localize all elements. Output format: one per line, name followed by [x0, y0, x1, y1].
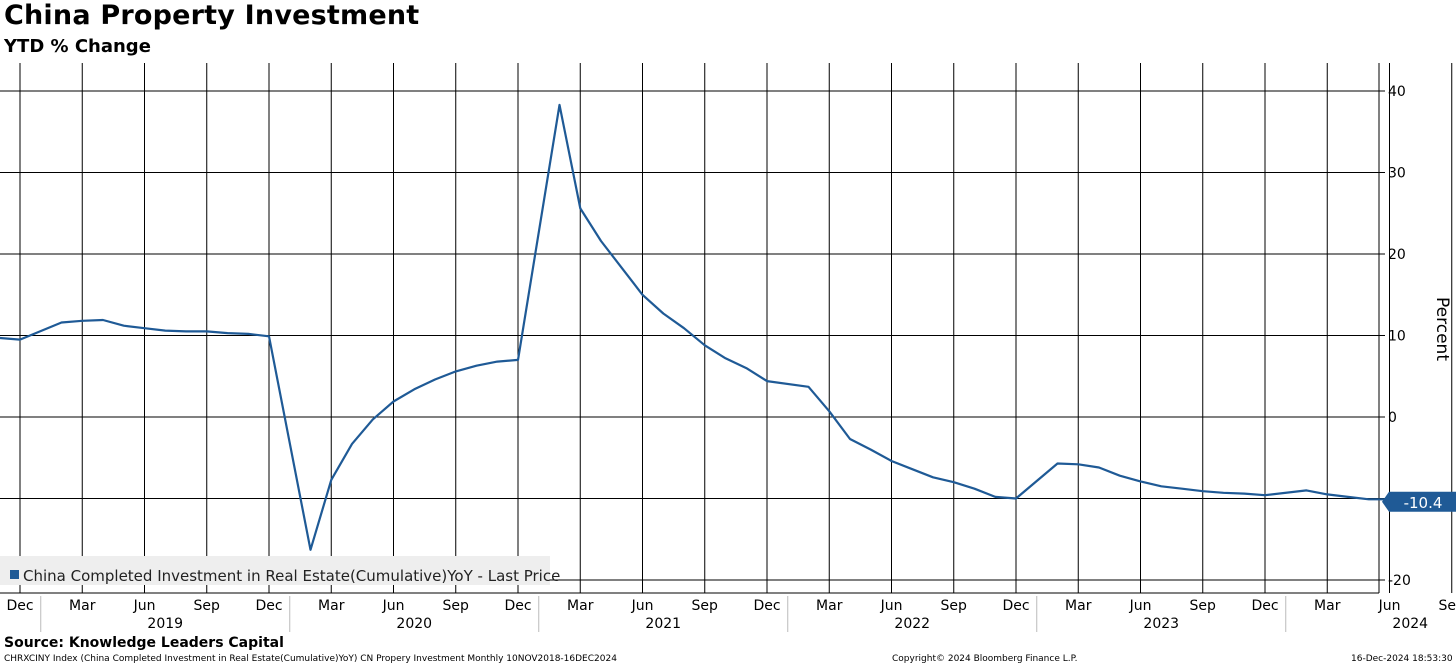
- chart-subtitle: YTD % Change: [4, 36, 151, 57]
- year-label: 2023: [1143, 616, 1179, 632]
- last-price-label: -10.4: [1404, 494, 1443, 512]
- x-tick-label: Sep: [1439, 598, 1456, 614]
- year-label: 2022: [894, 616, 930, 632]
- y-tick-label: 0: [1388, 410, 1397, 426]
- x-tick-label: Mar: [567, 598, 594, 614]
- x-tick-label: Jun: [631, 598, 654, 614]
- x-tick-label: Sep: [1190, 598, 1217, 614]
- x-tick-label: Dec: [255, 598, 282, 614]
- x-tick-label: Jun: [880, 598, 903, 614]
- y-tick-label: 10: [1388, 329, 1406, 345]
- x-tick-label: Jun: [133, 598, 156, 614]
- y-tick-label: 20: [1388, 247, 1406, 263]
- x-tick-label: Jun: [382, 598, 405, 614]
- series-line: [0, 103, 1456, 551]
- x-tick-label: Dec: [504, 598, 531, 614]
- x-tick-label: Mar: [318, 598, 345, 614]
- x-tick-label: Sep: [194, 598, 221, 614]
- x-tick-label: Jun: [1129, 598, 1152, 614]
- y-axis-label: Percent: [1432, 297, 1452, 361]
- timestamp: 16-Dec-2024 18:53:30: [1351, 654, 1453, 664]
- legend-box: [0, 556, 550, 585]
- x-tick-label: Sep: [941, 598, 968, 614]
- y-tick-label: 40: [1388, 84, 1406, 100]
- x-tick-label: Mar: [1314, 598, 1341, 614]
- year-label: 2024: [1392, 616, 1428, 632]
- y-tick-label: -20: [1388, 573, 1411, 589]
- x-tick-label: Dec: [1251, 598, 1278, 614]
- legend-swatch: [10, 570, 19, 579]
- year-label: 2019: [147, 616, 183, 632]
- year-label: 2020: [396, 616, 432, 632]
- last-price-badge: [1382, 491, 1456, 512]
- source-note: Source: Knowledge Leaders Capital: [4, 635, 284, 651]
- x-tick-label: Dec: [753, 598, 780, 614]
- x-tick-label: Dec: [1002, 598, 1029, 614]
- chart-title: China Property Investment: [4, 0, 420, 31]
- ticker-description: CHRXCINY Index (China Completed Investme…: [4, 654, 617, 664]
- y-tick-label: 30: [1388, 166, 1406, 182]
- x-tick-label: Dec: [6, 598, 33, 614]
- x-tick-label: Mar: [69, 598, 96, 614]
- x-tick-label: Mar: [1065, 598, 1092, 614]
- x-tick-label: Jun: [1378, 598, 1401, 614]
- x-tick-label: Sep: [443, 598, 470, 614]
- x-tick-label: Mar: [816, 598, 843, 614]
- copyright-note: Copyright© 2024 Bloomberg Finance L.P.: [892, 654, 1078, 664]
- x-tick-label: Sep: [692, 598, 719, 614]
- legend-label: China Completed Investment in Real Estat…: [23, 567, 560, 585]
- year-label: 2021: [645, 616, 681, 632]
